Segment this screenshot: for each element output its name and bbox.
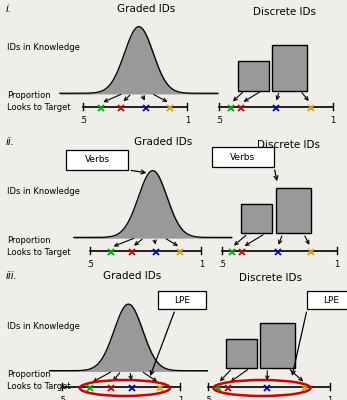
Text: IDs in Knowledge: IDs in Knowledge bbox=[7, 188, 80, 196]
Bar bbox=[260, 323, 295, 368]
Bar bbox=[226, 339, 257, 368]
Text: .5: .5 bbox=[204, 396, 212, 400]
Text: .5: .5 bbox=[86, 260, 94, 269]
Bar bbox=[238, 61, 269, 90]
Text: 1: 1 bbox=[178, 396, 183, 400]
Text: 1: 1 bbox=[334, 260, 339, 269]
Bar bbox=[272, 45, 307, 90]
Text: .5: .5 bbox=[79, 116, 87, 125]
Text: Verbs: Verbs bbox=[230, 153, 255, 162]
Bar bbox=[158, 291, 206, 310]
Bar bbox=[307, 291, 347, 310]
Text: 1: 1 bbox=[185, 116, 190, 125]
Text: .5: .5 bbox=[59, 396, 66, 400]
Text: LPE: LPE bbox=[323, 296, 339, 305]
Text: Graded IDs: Graded IDs bbox=[117, 4, 175, 14]
Text: Graded IDs: Graded IDs bbox=[103, 271, 161, 281]
Text: Looks to Target: Looks to Target bbox=[7, 103, 70, 112]
Text: IDs in Knowledge: IDs in Knowledge bbox=[7, 322, 80, 331]
Text: 1: 1 bbox=[327, 396, 332, 400]
Text: IDs in Knowledge: IDs in Knowledge bbox=[7, 44, 80, 52]
Bar bbox=[212, 147, 274, 167]
Bar bbox=[241, 204, 272, 233]
Text: ii.: ii. bbox=[5, 137, 14, 147]
Text: i.: i. bbox=[5, 4, 11, 14]
Text: Discrete IDs: Discrete IDs bbox=[253, 7, 316, 17]
Text: Proportion: Proportion bbox=[7, 370, 51, 379]
Text: Verbs: Verbs bbox=[85, 156, 110, 164]
Text: iii.: iii. bbox=[5, 271, 17, 281]
Bar bbox=[276, 188, 311, 233]
Text: 1: 1 bbox=[330, 116, 336, 125]
Text: Looks to Target: Looks to Target bbox=[7, 382, 70, 391]
Text: Discrete IDs: Discrete IDs bbox=[256, 140, 320, 150]
Text: 1: 1 bbox=[198, 260, 204, 269]
Text: Looks to Target: Looks to Target bbox=[7, 248, 70, 257]
Text: Proportion: Proportion bbox=[7, 92, 51, 100]
Text: Discrete IDs: Discrete IDs bbox=[239, 274, 302, 284]
Text: .5: .5 bbox=[215, 116, 222, 125]
Text: Proportion: Proportion bbox=[7, 236, 51, 244]
Bar bbox=[66, 150, 128, 170]
Text: LPE: LPE bbox=[174, 296, 190, 305]
Text: .5: .5 bbox=[218, 260, 226, 269]
Text: Graded IDs: Graded IDs bbox=[134, 137, 192, 147]
